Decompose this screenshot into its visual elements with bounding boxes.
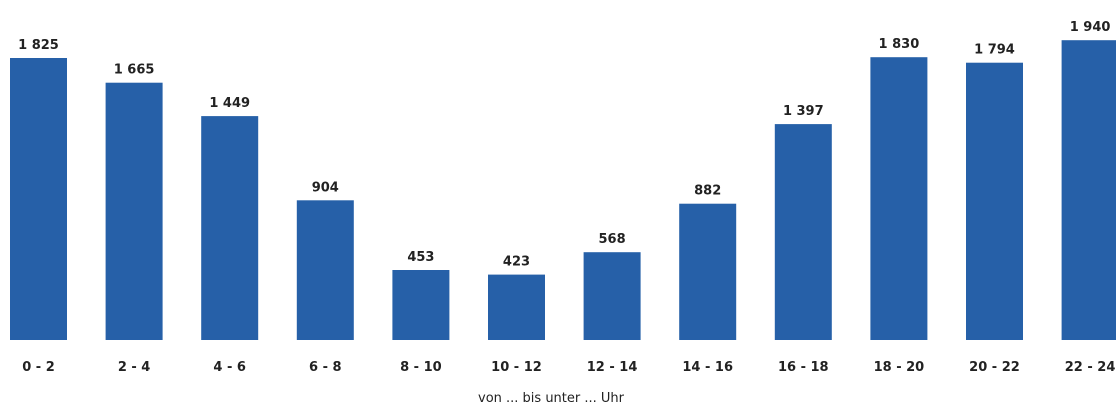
value-label-3: 904 [312,180,339,195]
x-tick-label-10: 20 - 22 [969,360,1020,375]
value-label-6: 568 [599,232,626,247]
value-label-4: 453 [407,250,434,265]
value-label-8: 1 397 [783,104,824,119]
value-label-11: 1 940 [1070,20,1111,35]
bar-9 [870,57,928,340]
value-label-2: 1 449 [209,96,250,111]
bar-1 [105,82,163,340]
value-label-9: 1 830 [879,37,920,52]
x-tick-label-2: 4 - 6 [213,360,246,375]
value-label-1: 1 665 [114,63,155,78]
x-tick-label-1: 2 - 4 [118,360,151,375]
value-label-7: 882 [694,184,721,199]
x-tick-label-3: 6 - 8 [309,360,342,375]
bar-4 [392,270,450,340]
bar-11 [1061,40,1116,340]
value-labels-group: 1 825 1 665 1 449 904 453 423 568 882 1 397 1 830… [18,20,1110,269]
x-tick-label-7: 14 - 16 [682,360,733,375]
value-label-10: 1 794 [974,43,1015,58]
bar-5 [488,274,545,340]
bars-group [10,40,1116,340]
bar-7 [679,203,737,340]
bar-2 [201,116,259,340]
bar-6 [583,252,641,340]
x-axis-title: von ... bis unter ... Uhr [478,391,625,406]
x-tick-label-4: 8 - 10 [400,360,442,375]
x-tick-label-5: 10 - 12 [491,360,542,375]
bar-3 [296,200,354,340]
x-tick-label-11: 22 - 24 [1065,360,1116,375]
bar-10 [966,62,1023,340]
value-label-0: 1 825 [18,38,59,53]
bar-0 [10,58,67,340]
value-label-5: 423 [503,255,530,270]
x-tick-label-9: 18 - 20 [874,360,925,375]
x-tick-labels-group: 0 - 2 2 - 4 4 - 6 6 - 8 8 - 10 10 - 12 12 - 14… [22,360,1115,375]
bar-8 [774,124,832,340]
x-tick-label-0: 0 - 2 [22,360,55,375]
x-tick-label-6: 12 - 14 [587,360,638,375]
x-tick-label-8: 16 - 18 [778,360,829,375]
